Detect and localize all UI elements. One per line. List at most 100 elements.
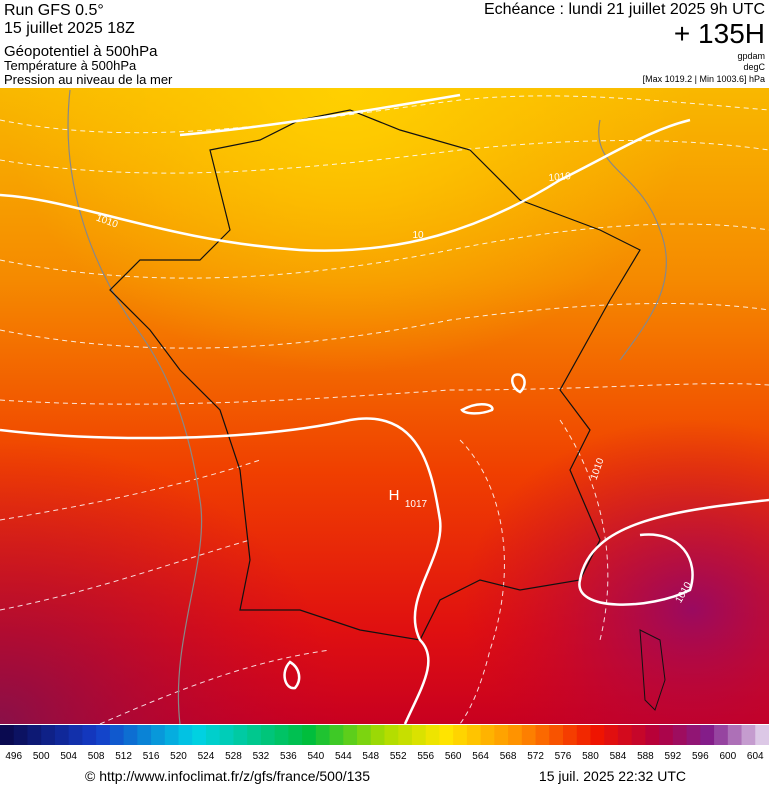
colorbar-swatch (604, 725, 619, 745)
colorbar-tick-label: 552 (390, 751, 407, 762)
colorbar-swatch (549, 725, 564, 745)
colorbar-tick-label: 504 (60, 751, 77, 762)
colorbar-swatch (576, 725, 591, 745)
colorbar-swatch (755, 725, 769, 745)
colorbar-swatch (700, 725, 715, 745)
colorbar-tick-label: 604 (747, 751, 764, 762)
field-label: Pression au niveau de la mer (4, 72, 173, 87)
colorbar-swatch (659, 725, 674, 745)
coastline-grey (67, 89, 668, 724)
colorbar-tick-label: 536 (280, 751, 297, 762)
island-border (639, 629, 666, 711)
colorbar-swatch (343, 725, 358, 745)
colorbar-tick-label: 568 (500, 751, 517, 762)
colorbar-swatch (425, 725, 440, 745)
run-title: Run GFS 0.5° (4, 2, 104, 19)
colorbar-tick-label: 520 (170, 751, 187, 762)
forecast-offset: + 135H (674, 18, 765, 49)
colorbar-swatch (247, 725, 262, 745)
colorbar-swatch (192, 725, 207, 745)
colorbar-swatch (205, 725, 221, 745)
high-pressure-marker: H (389, 487, 400, 504)
colorbar-swatch (219, 725, 234, 745)
colorbar-swatch (617, 725, 633, 745)
colorbar-tick-label: 500 (33, 751, 50, 762)
colorbar: 496 500 504 508 512 516 520 524 528 532 536 540 544 5… (0, 725, 769, 762)
colorbar-tick-label: 576 (555, 751, 572, 762)
footer-url: © http://www.infoclimat.fr/z/gfs/france/… (85, 768, 370, 784)
colorbar-swatch (521, 725, 537, 745)
colorbar-swatch (315, 725, 331, 745)
colorbar-swatch (727, 725, 743, 745)
pressure-range: [Max 1019.2 | Min 1003.6] hPa (643, 74, 765, 84)
colorbar-swatch (631, 725, 646, 745)
colorbar-swatch (274, 725, 289, 745)
colorbar-tick-label: 584 (610, 751, 627, 762)
footer-timestamp: 15 juil. 2025 22:32 UTC (539, 768, 686, 784)
colorbar-swatch (68, 725, 83, 745)
colorbar-swatch (137, 725, 152, 745)
colorbar-tick-label: 588 (637, 751, 654, 762)
isobar-label: 1017 (405, 499, 428, 510)
colorbar-tick-label: 532 (253, 751, 270, 762)
forecast-time: Echéance : lundi 21 juillet 2025 9h UTC (484, 1, 765, 18)
colorbar-swatch (370, 725, 385, 745)
colorbar-tick-label: 544 (335, 751, 352, 762)
colorbar-swatch (508, 725, 523, 745)
colorbar-swatch (302, 725, 317, 745)
colorbar-swatch (164, 725, 180, 745)
colorbar-swatch (645, 725, 660, 745)
colorbar-swatch (714, 725, 729, 745)
colorbar-tick-label: 516 (143, 751, 160, 762)
unit-label: degC (743, 62, 765, 72)
isobar-label: 1010 (548, 171, 572, 184)
colorbar-swatch (357, 725, 372, 745)
colorbar-swatch (27, 725, 42, 745)
colorbar-swatch (233, 725, 248, 745)
colorbar-tick-label: 592 (665, 751, 682, 762)
colorbar-swatch (590, 725, 605, 745)
colorbar-swatch (151, 725, 166, 745)
colorbar-swatch (672, 725, 688, 745)
colorbar-tick-label: 496 (5, 751, 22, 762)
colorbar-swatch (563, 725, 578, 745)
colorbar-tick-label: 580 (582, 751, 599, 762)
colorbar-swatch (54, 725, 70, 745)
isotherms (0, 95, 769, 724)
colorbar-swatch (480, 725, 495, 745)
colorbar-tick-label: 572 (527, 751, 544, 762)
isobar-label: 10 (412, 230, 424, 241)
colorbar-swatch (96, 725, 111, 745)
colorbar-swatch (288, 725, 303, 745)
colorbar-swatch (123, 725, 138, 745)
unit-label: gpdam (737, 51, 765, 61)
country-border (109, 109, 641, 641)
colorbar-tick-label: 548 (362, 751, 379, 762)
colorbar-tick-label: 556 (417, 751, 434, 762)
colorbar-swatch (453, 725, 468, 745)
colorbar-swatch (741, 725, 756, 745)
run-date: 15 juillet 2025 18Z (4, 20, 135, 37)
colorbar-tick-label: 524 (198, 751, 215, 762)
isobars (0, 93, 769, 724)
colorbar-tick-label: 528 (225, 751, 242, 762)
colorbar-tick-label: 508 (88, 751, 105, 762)
colorbar-swatch (535, 725, 550, 745)
colorbar-swatch (260, 725, 276, 745)
map-shading (0, 88, 769, 724)
colorbar-swatch (439, 725, 454, 745)
colorbar-swatch (0, 725, 15, 745)
colorbar-swatch (82, 725, 97, 745)
colorbar-tick-label: 596 (692, 751, 709, 762)
colorbar-swatch (329, 725, 344, 745)
colorbar-tick-label: 512 (115, 751, 132, 762)
colorbar-swatch (41, 725, 56, 745)
colorbar-swatch (13, 725, 28, 745)
colorbar-swatch (109, 725, 125, 745)
field-label: Température à 500hPa (4, 58, 137, 73)
colorbar-swatch (398, 725, 413, 745)
colorbar-tick-label: 600 (719, 751, 736, 762)
